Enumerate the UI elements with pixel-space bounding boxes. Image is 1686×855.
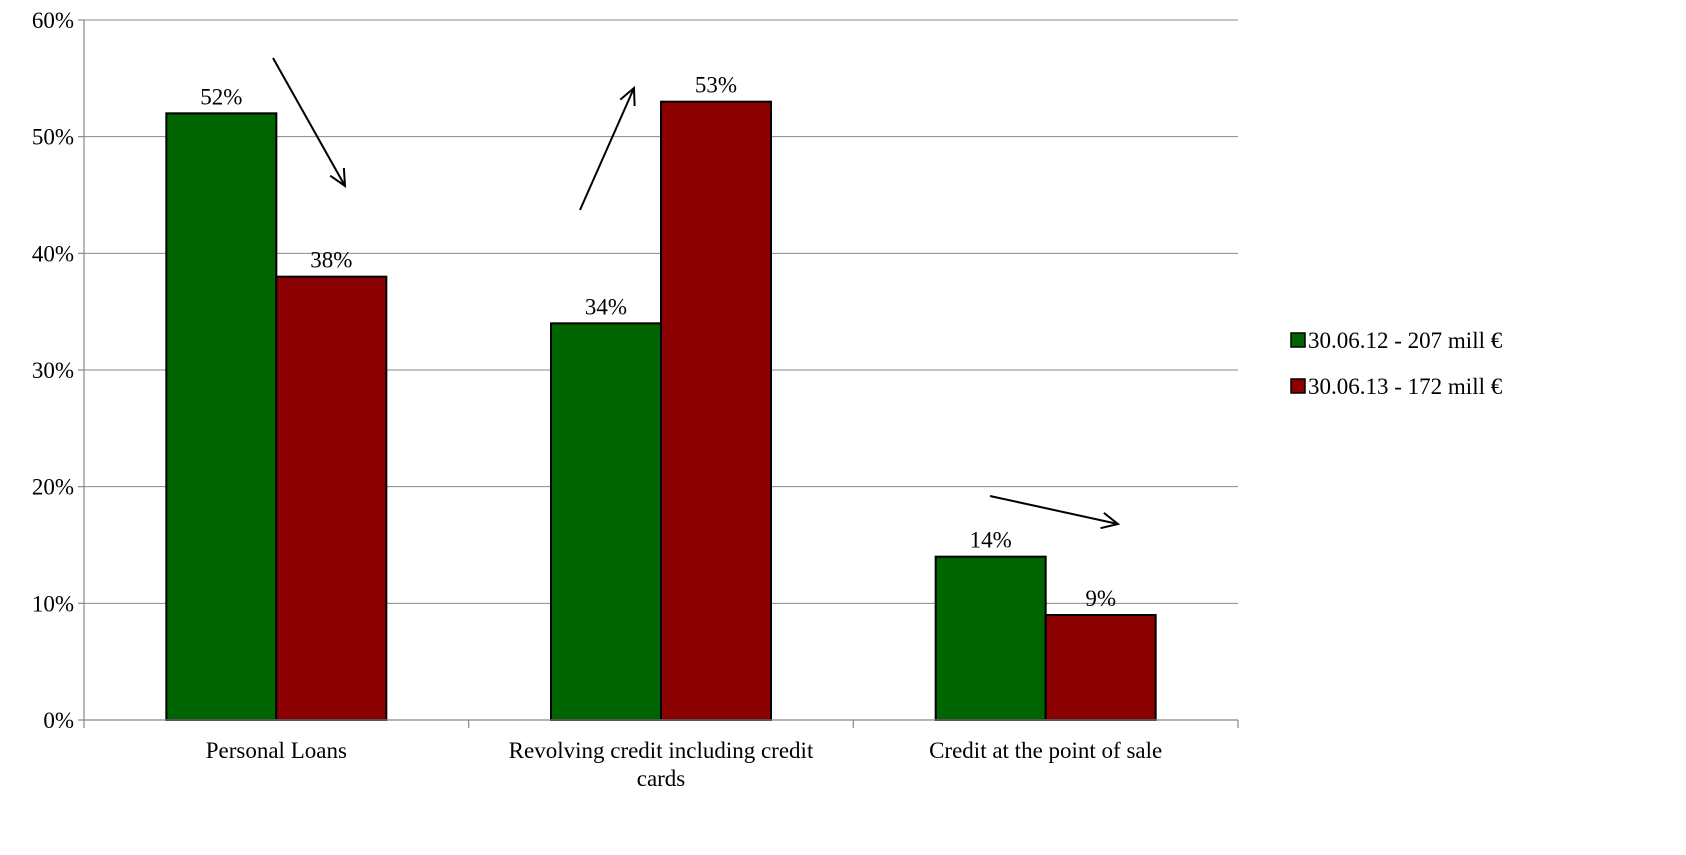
data-label: 34%: [585, 294, 627, 319]
x-category-label: Revolving credit including credit: [509, 738, 814, 763]
trend-arrow-2: [580, 88, 634, 210]
legend-swatch: [1291, 333, 1305, 347]
legend-swatch: [1291, 379, 1305, 393]
y-tick-label: 20%: [32, 475, 74, 500]
bar-series-2-1: [276, 277, 386, 720]
bar-layer: [166, 102, 1155, 720]
y-tick-label: 0%: [43, 708, 74, 733]
y-tick-label: 50%: [32, 125, 74, 150]
bar-series-2-3: [1046, 615, 1156, 720]
legend-label: 30.06.12 - 207 mill €: [1308, 328, 1503, 353]
x-category-label: Personal Loans: [206, 738, 347, 763]
data-label: 38%: [310, 248, 352, 273]
x-category-label: cards: [637, 766, 686, 791]
data-label: 52%: [200, 84, 242, 109]
trend-arrow-1: [273, 58, 345, 186]
data-label: 14%: [970, 528, 1012, 553]
data-label: 53%: [695, 73, 737, 98]
x-category-label: Credit at the point of sale: [929, 738, 1162, 763]
y-tick-label: 60%: [32, 8, 74, 33]
bar-series-1-3: [936, 557, 1046, 720]
bar-series-1-2: [551, 323, 661, 720]
y-tick-label: 40%: [32, 241, 74, 266]
y-tick-label: 30%: [32, 358, 74, 383]
legend-label: 30.06.13 - 172 mill €: [1308, 374, 1503, 399]
bar-series-1-1: [166, 113, 276, 720]
legend: 30.06.12 - 207 mill € 30.06.13 - 172 mill…: [1291, 328, 1503, 399]
arrow-head: [330, 168, 345, 186]
trend-arrow-3: [990, 496, 1118, 524]
data-label: 9%: [1085, 586, 1116, 611]
y-tick-label: 10%: [32, 591, 74, 616]
bar-series-2-2: [661, 102, 771, 720]
